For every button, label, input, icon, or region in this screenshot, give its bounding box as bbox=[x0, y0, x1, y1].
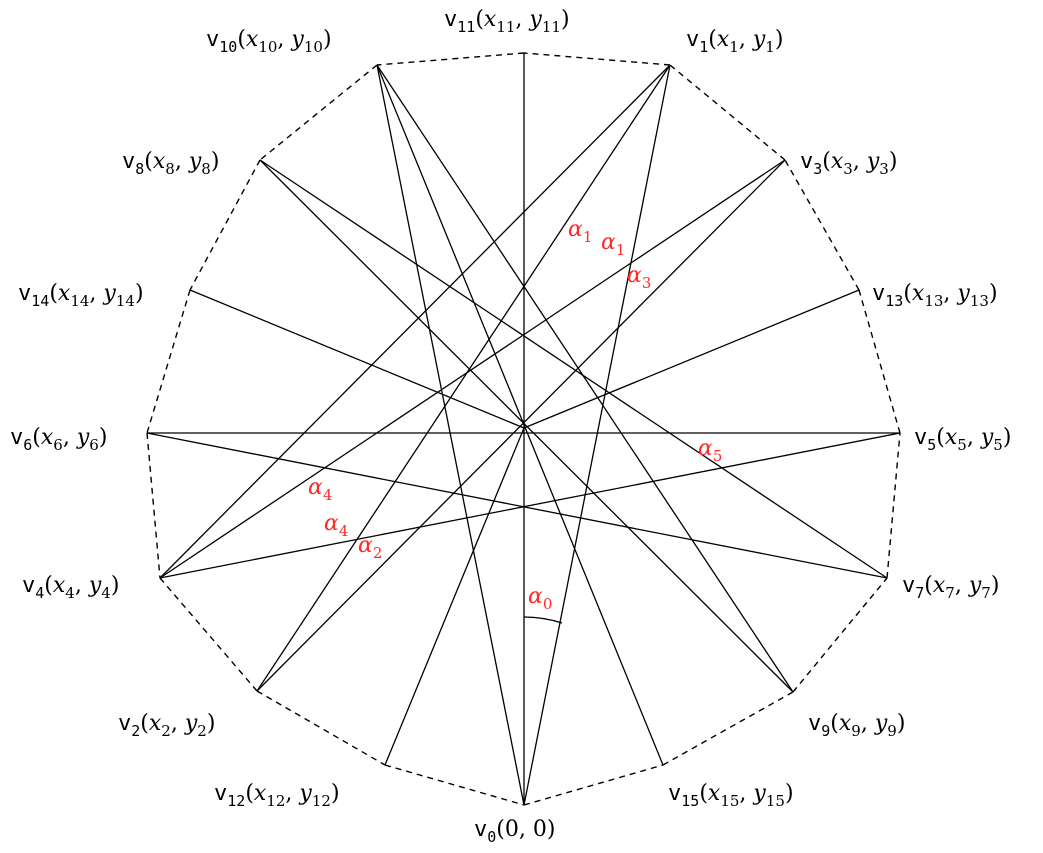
angle-alpha0: α0 bbox=[528, 584, 552, 613]
angle-alpha4-b: α4 bbox=[324, 511, 348, 540]
line-v0-v1 bbox=[523, 64, 671, 806]
edge-v13-v3 bbox=[784, 159, 860, 291]
polygon-edges bbox=[146, 52, 901, 806]
line-v0-v10 bbox=[376, 64, 525, 806]
spoke-center-v14 bbox=[189, 289, 525, 429]
angle-alpha5: α5 bbox=[698, 436, 722, 465]
edge-v9-v7 bbox=[792, 577, 888, 693]
edge-v3-v1 bbox=[669, 64, 786, 161]
line-v2-v1 bbox=[256, 64, 671, 692]
label-v0: v0(0, 0) bbox=[474, 817, 555, 846]
angle-alpha1-a: α1 bbox=[568, 217, 592, 246]
spoke-center-v12 bbox=[384, 427, 525, 766]
edge-v15-v9 bbox=[662, 691, 794, 766]
label-v15: v15(x15, y15) bbox=[668, 781, 794, 810]
line-v6-v7 bbox=[146, 432, 888, 579]
angle-alpha2: α2 bbox=[358, 533, 382, 562]
label-v12: v12(x12, y12) bbox=[214, 781, 340, 810]
vertex-labels: v0(0, 0) v1(x1, y1) v2(x2, y2) v3(x3, y3… bbox=[10, 7, 1011, 846]
edge-v5-v13 bbox=[858, 289, 901, 434]
edge-v8-v14 bbox=[189, 159, 261, 291]
label-v14: v14(x14, y14) bbox=[18, 281, 144, 310]
line-v4-v5 bbox=[159, 432, 901, 579]
label-v10: v10(x10, y10) bbox=[206, 27, 332, 56]
label-v13: v13(x13, y13) bbox=[872, 281, 998, 310]
label-v7: v7(x7, y7) bbox=[902, 573, 999, 602]
diagonal-lines bbox=[146, 53, 901, 806]
label-v9: v9(x9, y9) bbox=[808, 711, 905, 740]
line-v2-v3 bbox=[256, 159, 786, 692]
edge-v1-v11 bbox=[523, 52, 671, 66]
edge-v11-v10 bbox=[376, 52, 525, 66]
label-v1: v1(x1, y1) bbox=[686, 27, 783, 56]
line-v4-v1 bbox=[159, 64, 671, 579]
edge-v12-v0 bbox=[384, 764, 525, 806]
edge-v14-v6 bbox=[146, 289, 191, 434]
label-v4: v4(x4, y4) bbox=[22, 573, 119, 602]
angle-alpha1-b: α1 bbox=[601, 230, 625, 259]
label-v6: v6(x6, y6) bbox=[10, 425, 107, 454]
line-v10-v9 bbox=[376, 64, 794, 693]
edge-v10-v8 bbox=[259, 64, 378, 161]
line-v4-v3 bbox=[159, 159, 786, 579]
edge-v0-v15 bbox=[523, 764, 664, 806]
line-v8-v7 bbox=[259, 159, 888, 579]
edge-v7-v5 bbox=[886, 432, 901, 579]
label-v8: v8(x8, y8) bbox=[122, 149, 219, 178]
angle-alpha3: α3 bbox=[627, 263, 651, 292]
label-v11: v11(x11, y11) bbox=[444, 7, 570, 36]
alpha0-arc bbox=[523, 616, 563, 624]
line-v8-v9 bbox=[259, 159, 794, 693]
line-v10-v15 bbox=[376, 64, 664, 766]
angle-labels: α0 α1 α1 α3 α5 α4 α4 α2 bbox=[308, 217, 722, 613]
label-v5: v5(x5, y5) bbox=[914, 425, 1011, 454]
label-v2: v2(x2, y2) bbox=[118, 711, 215, 740]
spoke-center-v13 bbox=[523, 289, 860, 429]
edge-v6-v4 bbox=[146, 432, 161, 579]
edge-v4-v2 bbox=[159, 577, 258, 692]
label-v3: v3(x3, y3) bbox=[800, 149, 897, 178]
edge-v2-v12 bbox=[256, 690, 386, 766]
angle-alpha4-a: α4 bbox=[308, 475, 332, 504]
